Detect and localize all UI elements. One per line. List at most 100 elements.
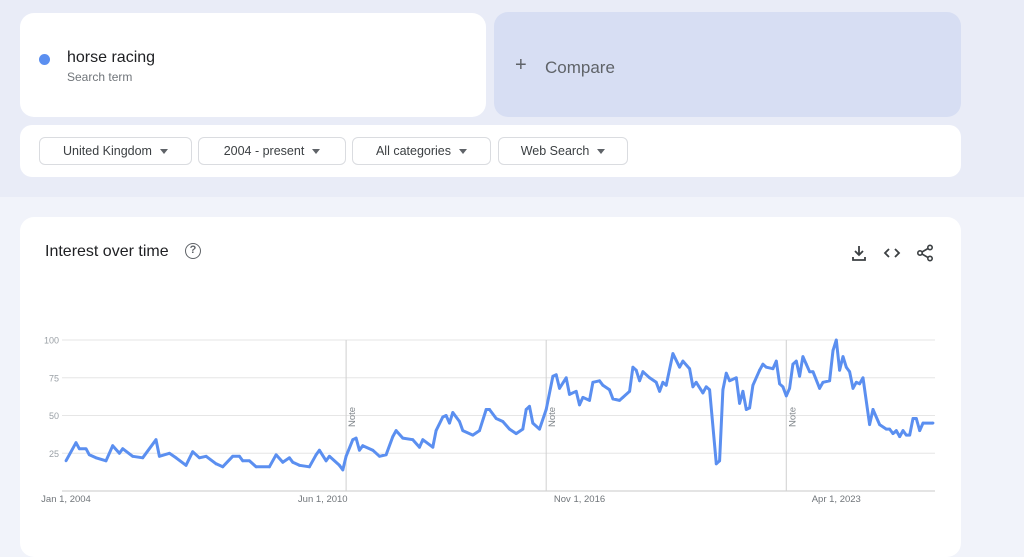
y-tick-label: 25 [49,449,59,459]
data-point [448,421,451,425]
time-range-dropdown[interactable]: 2004 - present [198,137,346,165]
data-point [558,386,561,390]
data-point [461,429,465,432]
data-point [888,427,892,431]
data-point [761,362,765,366]
share-icon[interactable] [915,243,935,263]
data-point [808,370,812,374]
data-point [371,448,375,452]
data-point [638,379,641,383]
data-point [84,447,88,451]
data-point [514,432,518,436]
data-point [904,433,908,437]
data-point [794,359,798,363]
data-point [471,433,475,437]
data-point [341,468,345,472]
data-point [167,451,171,455]
x-tick-label: Apr 1, 2023 [812,494,861,505]
data-point [221,465,225,469]
search-type-dropdown[interactable]: Web Search [498,137,628,165]
data-point [658,389,661,393]
data-point [738,402,741,405]
note-label: Note [347,407,358,427]
data-point [184,463,188,467]
data-point [758,368,761,372]
data-point [691,385,695,389]
data-point [608,388,611,392]
x-tick-label: Nov 1, 2016 [554,494,605,505]
data-point [821,380,825,384]
plus-icon: + [515,54,527,76]
data-point [834,338,838,342]
data-point [878,423,882,426]
data-point [444,414,448,417]
data-point [764,365,768,369]
data-point [241,459,245,463]
data-point [841,355,845,359]
region-dropdown[interactable]: United Kingdom [39,137,192,165]
help-icon[interactable]: ? [185,243,201,259]
download-icon[interactable] [849,243,869,263]
data-point [174,456,178,460]
data-point [581,395,585,399]
embed-code-icon[interactable] [882,243,902,263]
data-point [708,388,711,392]
data-point [611,397,615,401]
data-point [828,379,832,383]
data-point [291,460,295,464]
data-point [788,386,792,390]
compare-button[interactable]: + Compare [494,12,961,117]
series-line [64,338,933,472]
data-point [718,459,721,463]
data-point [741,389,745,393]
data-point [778,382,782,386]
data-point [531,421,535,425]
data-point [688,367,691,371]
data-point [421,438,425,442]
data-point [64,459,68,463]
data-point [634,368,638,372]
data-point [771,367,775,371]
data-point [204,454,208,458]
data-point [104,459,108,463]
data-point [74,441,78,445]
data-point [111,444,115,448]
data-point [804,362,808,366]
data-point [578,403,581,407]
data-point [678,365,681,369]
data-point [538,427,541,431]
note-label: Note [787,407,798,427]
data-point [588,399,591,402]
data-point [831,349,835,352]
data-point [298,463,301,467]
data-point [631,365,635,369]
data-point [328,454,331,458]
data-point [238,454,241,458]
data-point [734,376,738,380]
compare-label: Compare [545,58,615,77]
category-dropdown[interactable]: All categories [352,137,491,165]
data-point [568,392,571,396]
data-point [728,379,731,383]
search-term-name[interactable]: horse racing [67,49,156,66]
search-term-card[interactable]: horse racing Search term [20,13,486,117]
search-term-type: Search term [67,70,133,84]
data-point [598,379,601,383]
time-range-label: 2004 - present [223,144,305,158]
data-point [884,427,888,431]
data-point [801,355,805,359]
data-point [411,438,415,442]
data-point [714,462,718,466]
data-point [401,436,405,440]
data-point [664,383,668,387]
data-point [931,421,935,425]
data-point [441,415,445,419]
data-point [868,423,872,426]
data-point [121,447,125,451]
data-point [394,429,398,432]
data-point [628,389,631,393]
data-point [701,391,705,395]
x-tick-label: Jun 1, 2010 [298,494,348,505]
data-point [191,450,195,454]
